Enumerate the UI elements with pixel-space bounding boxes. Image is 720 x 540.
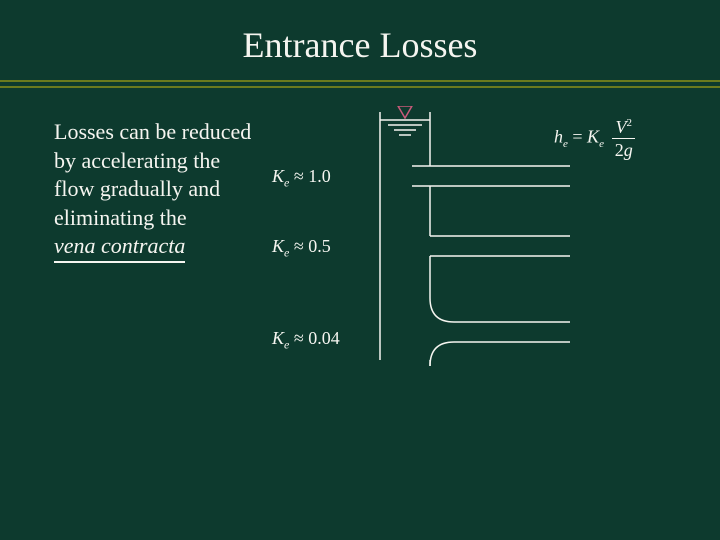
ke-label-1: Ke ≈ 1.0: [272, 166, 331, 191]
ke-label-2: Ke ≈ 0.5: [272, 236, 331, 261]
content-area: Losses can be reduced by accelerating th…: [0, 106, 720, 486]
ke-label-3: Ke ≈ 0.04: [272, 328, 340, 353]
page-title: Entrance Losses: [0, 0, 720, 66]
entrance-diagram: [370, 106, 630, 366]
description-blank: vena contracta: [54, 232, 185, 263]
title-underline: [0, 80, 720, 88]
description-block: Losses can be reduced by accelerating th…: [54, 118, 264, 263]
description-text: Losses can be reduced by accelerating th…: [54, 119, 251, 230]
